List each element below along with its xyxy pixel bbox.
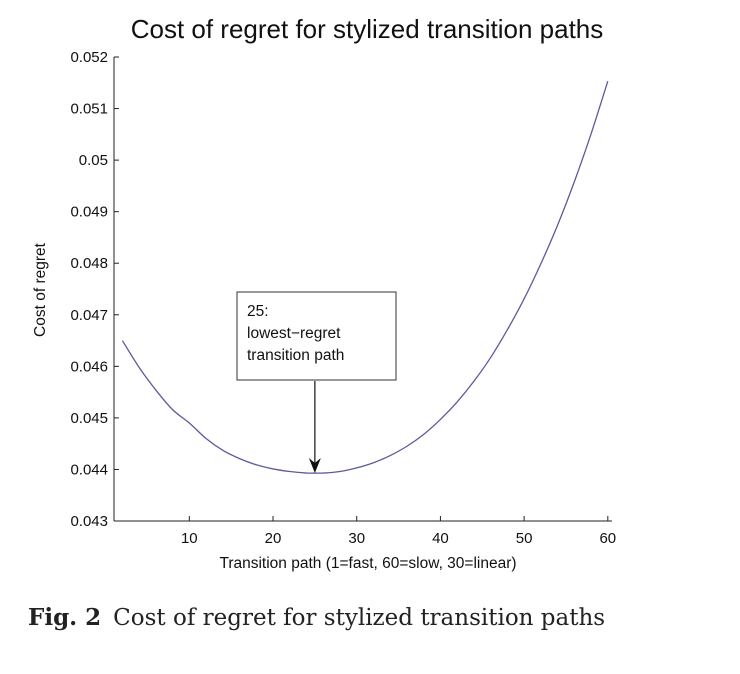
y-tick-label: 0.044 — [70, 461, 108, 478]
y-tick-label: 0.051 — [70, 101, 108, 118]
y-axis-label: Cost of regret — [32, 242, 49, 337]
axes — [113, 57, 612, 522]
x-tick-label: 10 — [181, 530, 198, 547]
figure-caption: Fig. 2 Cost of regret for stylized transi… — [28, 604, 605, 631]
figure-caption-text: Cost of regret for stylized transition p… — [113, 605, 606, 631]
annotation-line-2: lowest−regret — [247, 325, 341, 342]
annotation: 25: lowest−regret transition path — [236, 291, 397, 474]
x-axis-label: Transition path (1=fast, 60=slow, 30=lin… — [219, 555, 516, 572]
x-tick-label: 50 — [516, 530, 533, 547]
annotation-line-1: 25: — [247, 303, 269, 320]
y-tick-label: 0.046 — [70, 358, 108, 375]
x-tick-label: 60 — [599, 530, 616, 547]
y-tick-label: 0.052 — [70, 49, 108, 66]
y-ticks: 0.043 0.044 0.045 0.046 0.047 0.048 0.049 0.05 0… — [70, 49, 119, 530]
chart-title: Cost of regret for stylized transition p… — [131, 14, 604, 44]
y-tick-label: 0.043 — [70, 513, 108, 530]
x-tick-label: 40 — [432, 530, 449, 547]
y-tick-label: 0.047 — [70, 307, 108, 324]
y-tick-label: 0.048 — [70, 255, 108, 272]
annotation-arrow-head — [308, 458, 321, 474]
x-tick-label: 30 — [348, 530, 365, 547]
x-tick-label: 20 — [265, 530, 282, 547]
y-tick-label: 0.05 — [79, 152, 108, 169]
y-tick-label: 0.049 — [70, 204, 108, 221]
figure-label: Fig. 2 — [28, 604, 102, 631]
series-line-cost-of-regret — [121, 81, 609, 474]
y-tick-label: 0.045 — [70, 410, 108, 427]
annotation-box — [236, 291, 397, 381]
chart: Cost of regret for stylized transition p… — [32, 14, 616, 572]
x-ticks: 10 20 30 40 50 60 — [181, 516, 616, 547]
annotation-line-3: transition path — [247, 347, 344, 364]
